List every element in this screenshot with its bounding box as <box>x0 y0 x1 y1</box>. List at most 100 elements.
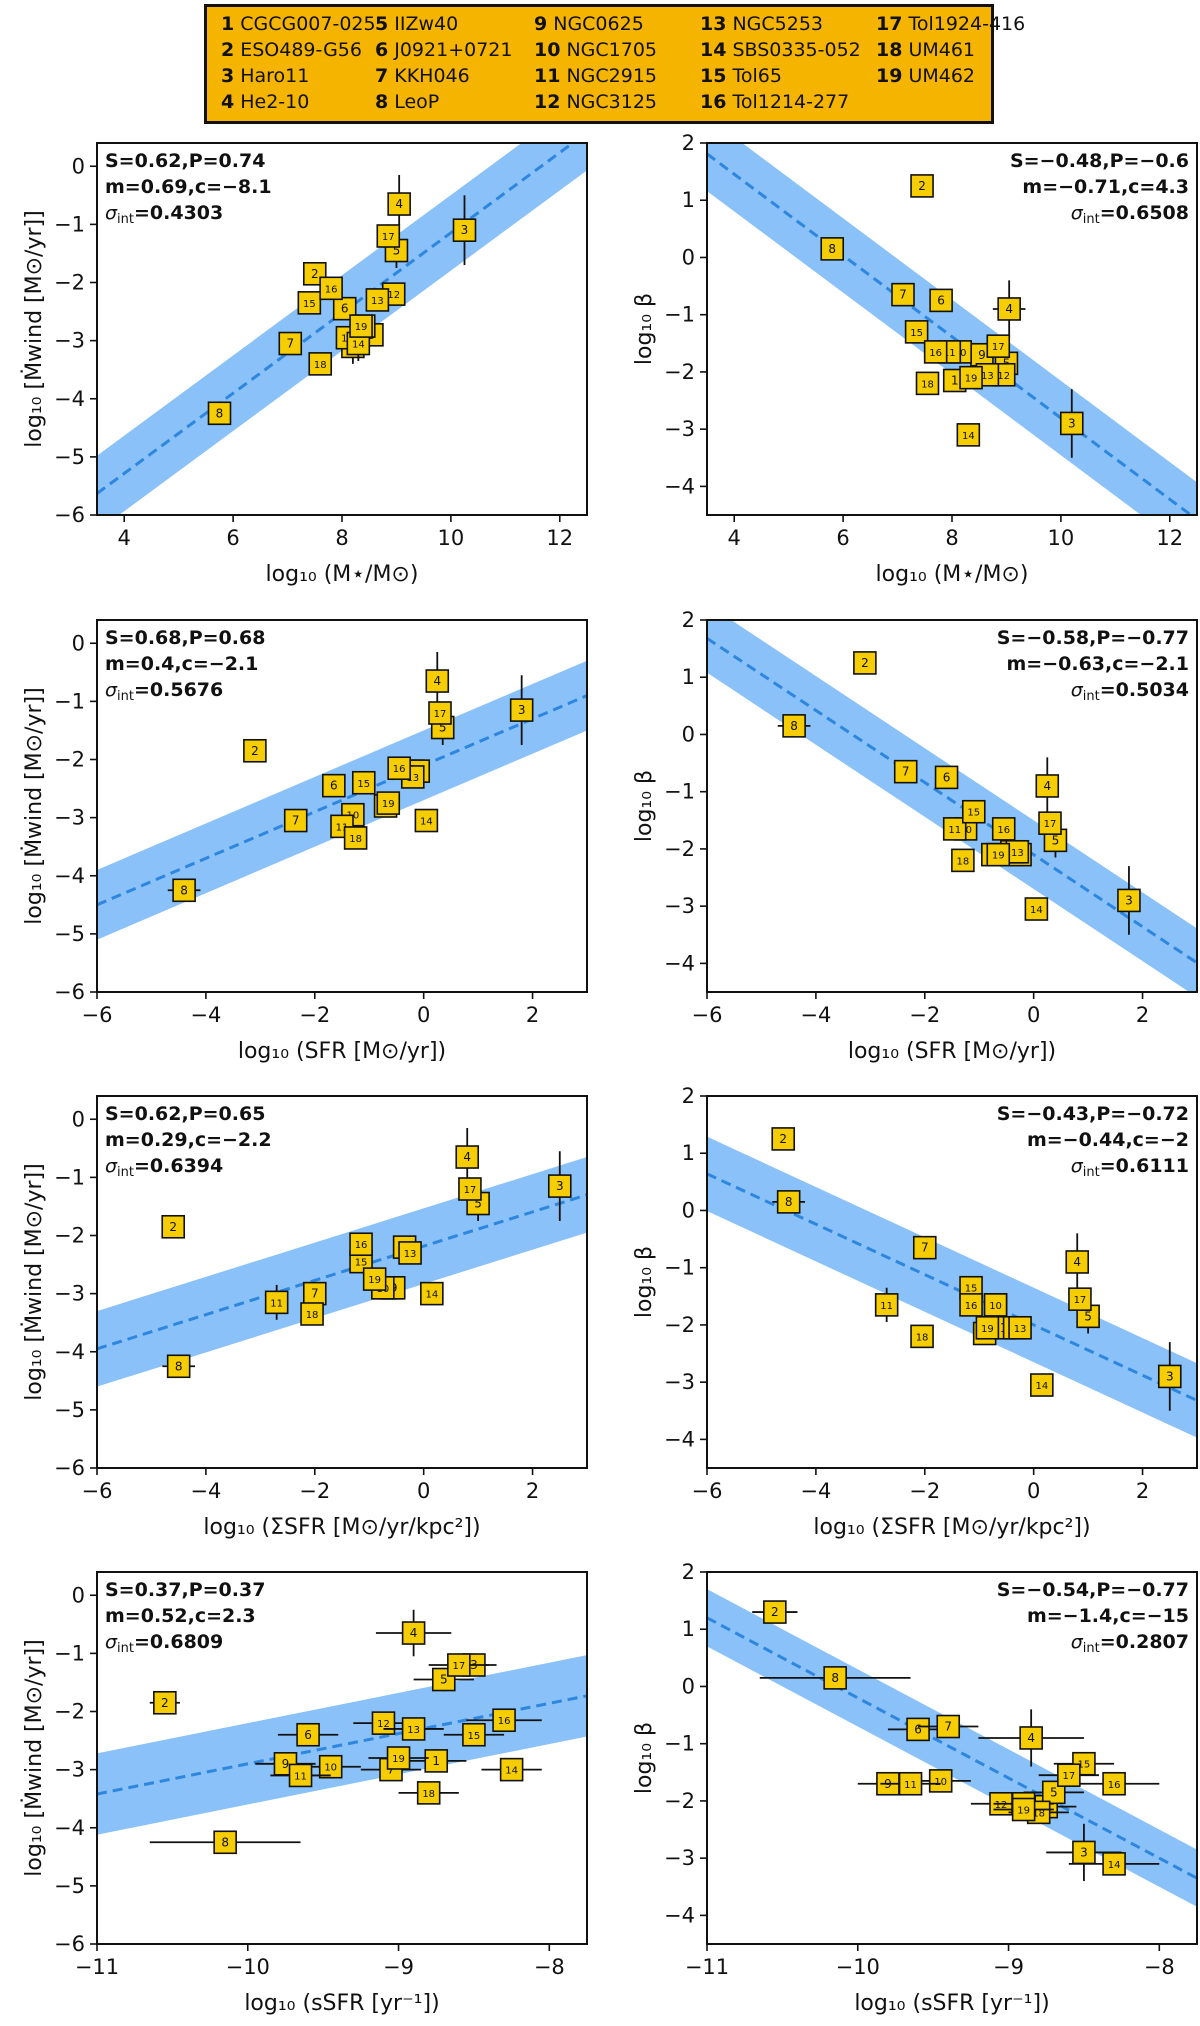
point-label: 17 <box>434 709 447 720</box>
x-tick-label: −9 <box>383 1955 414 1979</box>
chart-panel-a1: 1234567891011121314151617181946810120−1−… <box>21 142 588 587</box>
point-marker <box>912 1235 937 1260</box>
stats-sigma-int: σint=0.4303 <box>105 202 223 227</box>
point-label: 4 <box>1005 302 1013 316</box>
data-point-7: 7 <box>278 331 303 356</box>
point-marker <box>343 826 368 850</box>
legend-galaxy-name: UM462 <box>908 65 976 87</box>
legend-entry: 10 NGC1705 <box>534 39 657 61</box>
point-label: 19 <box>382 799 395 810</box>
y-axis-label: log₁₀ [Ṁwind [M⊙/yr]] <box>21 687 47 924</box>
data-point-3: 3 <box>1117 866 1141 935</box>
y-tick-label: −6 <box>54 1456 85 1480</box>
data-point-18: 18 <box>915 371 940 396</box>
point-marker <box>1068 1287 1092 1311</box>
x-axis-label: log₁₀ (M⋆/M⊙) <box>876 562 1029 587</box>
data-point-11: 11 <box>264 1284 289 1320</box>
stats-annotation: S=−0.54,P=−0.77 m=−1.4,c=−15 σint=0.2807 <box>997 1579 1189 1656</box>
y-axis-label-group: log₁₀ β <box>632 1246 657 1318</box>
point-label: 2 <box>169 1220 177 1234</box>
point-label: 1 <box>951 374 959 388</box>
data-point-11: 11 <box>880 1771 941 1796</box>
point-label: 3 <box>1125 893 1133 907</box>
y-axis-label: log₁₀ β <box>632 293 657 365</box>
point-marker <box>455 1145 480 1169</box>
stats-spearman-pearson: S=0.62,P=0.65 <box>105 1103 265 1125</box>
point-label: 5 <box>474 1197 482 1211</box>
fit-line <box>97 1193 587 1351</box>
point-label: 5 <box>393 244 401 258</box>
legend-entry: 14 SBS0335-052 <box>700 39 861 61</box>
x-tick-label: 0 <box>1027 1003 1040 1027</box>
data-point-14: 14 <box>956 423 981 447</box>
point-label: 14 <box>352 340 365 351</box>
point-marker <box>296 1722 320 1747</box>
fit-confidence-band <box>97 660 587 940</box>
data-point-3: 3 <box>1157 1342 1182 1411</box>
x-axis-label: log₁₀ (M⋆/M⊙) <box>266 562 419 587</box>
y-axis-label: log₁₀ β <box>632 1722 657 1794</box>
plot-area: 12345678910111213141516171819 <box>707 1589 1197 1907</box>
point-marker <box>401 1717 426 1741</box>
y-tick-label: −5 <box>54 445 85 469</box>
chart-panel-a3: 12345678910111213141516171819−6−4−2020−1… <box>21 1095 588 1540</box>
legend-galaxy-name: He2-10 <box>240 91 310 113</box>
point-label: 19 <box>368 1275 381 1286</box>
point-label: 6 <box>943 770 951 784</box>
y-tick-label: −6 <box>54 980 85 1004</box>
point-marker <box>959 1293 983 1317</box>
point-marker <box>959 365 983 390</box>
legend-entry: 19 UM462 <box>876 65 975 87</box>
x-tick-label: 2 <box>526 1479 539 1503</box>
point-label: 18 <box>349 834 362 845</box>
y-axis-label-group: log₁₀ β <box>632 293 657 365</box>
point-marker <box>376 791 401 815</box>
point-label: 3 <box>1068 416 1076 430</box>
point-label: 11 <box>880 1301 893 1312</box>
legend-galaxy-name: UM461 <box>908 39 976 61</box>
data-point-7: 7 <box>918 1714 979 1739</box>
y-tick-label: −2 <box>664 1789 695 1813</box>
point-marker <box>782 714 806 738</box>
data-point-18: 18 <box>951 848 975 873</box>
data-point-7: 7 <box>891 282 915 307</box>
point-label: 7 <box>286 337 294 351</box>
data-point-13: 13 <box>398 1241 422 1265</box>
point-label: 14 <box>505 1766 518 1777</box>
point-marker <box>1102 1771 1126 1796</box>
point-marker <box>1011 1797 1036 1822</box>
data-point-2: 2 <box>243 738 267 763</box>
y-tick-label: −1 <box>664 303 695 327</box>
point-label: 3 <box>1166 1369 1174 1383</box>
point-label: 13 <box>1011 848 1024 859</box>
stats-sigma-int: σint=0.5676 <box>105 679 223 704</box>
plot-area: 12345678910111213141516171819 <box>97 651 587 940</box>
data-point-8: 8 <box>167 878 201 903</box>
point-marker <box>928 1769 953 1793</box>
y-tick-label: −4 <box>664 474 695 498</box>
legend-galaxy-name: Tol1924-416 <box>908 13 1026 35</box>
data-point-16: 16 <box>959 1293 983 1317</box>
point-marker <box>424 1749 449 1773</box>
chart-panel-a2: 12345678910111213141516171819−6−4−2020−1… <box>21 619 588 1064</box>
point-label: 12 <box>995 1800 1008 1811</box>
legend-entry: 17 Tol1924-416 <box>876 13 1025 35</box>
x-tick-label: −8 <box>1144 1955 1175 1979</box>
legend-galaxy-name: J0921+0721 <box>394 39 513 61</box>
x-tick-label: −2 <box>909 1479 940 1503</box>
data-point-18: 18 <box>398 1781 459 1805</box>
data-point-19: 19 <box>993 1797 1054 1822</box>
legend-galaxy-name: KKH046 <box>394 65 470 87</box>
point-marker <box>153 1690 177 1715</box>
data-point-19: 19 <box>376 791 401 815</box>
point-label: 18 <box>422 1789 435 1800</box>
point-label: 15 <box>1078 1760 1091 1771</box>
data-point-18: 18 <box>300 1302 324 1326</box>
x-axis-label: log₁₀ (ΣSFR [M⊙/yr/kpc²]) <box>203 1515 480 1540</box>
x-tick-label: −11 <box>685 1955 729 1979</box>
legend-number: 17 <box>876 13 903 35</box>
point-marker <box>492 1708 516 1733</box>
point-marker <box>915 371 940 396</box>
x-tick-label: −2 <box>299 1003 330 1027</box>
